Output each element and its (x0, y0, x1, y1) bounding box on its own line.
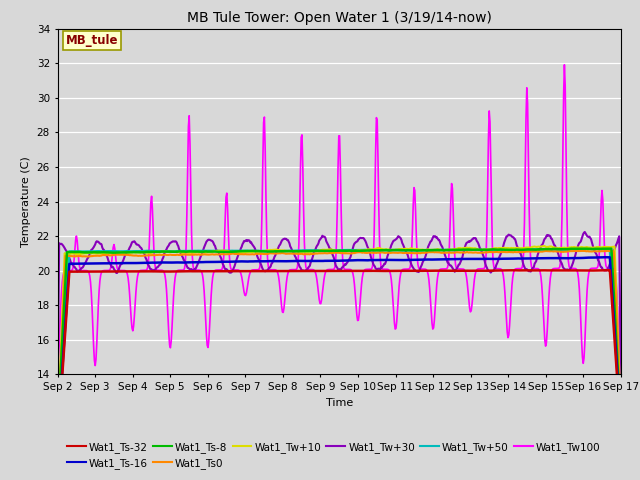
X-axis label: Time: Time (326, 397, 353, 408)
Wat1_Ts-32 (424, 268, 432, 274)
Wat1_Ts-16 (424, 257, 432, 263)
Wat1_Tw+50 (209, 248, 216, 254)
Wat1_Ts-8 (408, 248, 415, 253)
Line: Wat1_Tw+50: Wat1_Tw+50 (58, 249, 621, 434)
Wat1_Tw+10 (540, 243, 548, 249)
Line: Wat1_Ts-32: Wat1_Ts-32 (58, 270, 621, 444)
Wat1_Ts0 (408, 250, 415, 256)
Wat1_Tw+50 (64, 273, 72, 279)
Wat1_Tw100 (122, 268, 129, 274)
Wat1_Tw+10 (122, 250, 129, 255)
Wat1_Tw+30 (617, 384, 625, 390)
Wat1_Ts-32 (603, 267, 611, 273)
Wat1_Tw+30 (54, 389, 61, 395)
Wat1_Ts-8 (578, 246, 586, 252)
Wat1_Ts-8 (64, 249, 72, 255)
Wat1_Ts-32 (209, 268, 216, 274)
Wat1_Ts0 (617, 413, 625, 419)
Y-axis label: Temperature (C): Temperature (C) (21, 156, 31, 247)
Line: Wat1_Ts-8: Wat1_Ts-8 (58, 249, 621, 427)
Wat1_Tw100 (209, 275, 216, 280)
Wat1_Ts0 (209, 252, 216, 257)
Wat1_Ts-8 (122, 250, 129, 255)
Wat1_Ts0 (122, 252, 129, 258)
Line: Wat1_Tw+30: Wat1_Tw+30 (58, 232, 621, 392)
Title: MB Tule Tower: Open Water 1 (3/19/14-now): MB Tule Tower: Open Water 1 (3/19/14-now… (187, 11, 492, 25)
Wat1_Tw100 (408, 249, 415, 254)
Wat1_Ts-8 (617, 422, 625, 428)
Line: Wat1_Tw+10: Wat1_Tw+10 (58, 246, 621, 435)
Wat1_Ts0 (64, 253, 72, 259)
Wat1_Tw+10 (64, 251, 72, 257)
Wat1_Tw+50 (179, 248, 187, 254)
Wat1_Tw+10 (54, 432, 61, 438)
Wat1_Tw+50 (54, 431, 61, 437)
Wat1_Tw+10 (424, 247, 432, 252)
Wat1_Tw100 (179, 267, 187, 273)
Wat1_Tw+50 (617, 418, 625, 423)
Wat1_Tw+30 (64, 252, 72, 257)
Wat1_Ts-8 (54, 424, 61, 430)
Wat1_Ts-8 (424, 248, 432, 253)
Wat1_Tw+30 (581, 229, 589, 235)
Wat1_Ts0 (424, 250, 432, 255)
Wat1_Tw+30 (408, 262, 415, 268)
Line: Wat1_Tw100: Wat1_Tw100 (58, 65, 621, 374)
Wat1_Tw100 (54, 363, 61, 369)
Wat1_Tw+30 (209, 239, 216, 244)
Wat1_Tw+10 (617, 408, 625, 413)
Wat1_Tw+50 (424, 247, 432, 253)
Wat1_Tw+10 (209, 249, 216, 254)
Wat1_Ts-8 (179, 249, 187, 254)
Wat1_Tw+50 (122, 249, 129, 254)
Wat1_Tw+10 (179, 250, 187, 256)
Text: MB_tule: MB_tule (66, 35, 118, 48)
Wat1_Ts-16 (179, 260, 187, 265)
Wat1_Tw100 (617, 372, 625, 377)
Legend: Wat1_Ts-32, Wat1_Ts-16, Wat1_Ts-8, Wat1_Ts0, Wat1_Tw+10, Wat1_Tw+30, Wat1_Tw+50,: Wat1_Ts-32, Wat1_Ts-16, Wat1_Ts-8, Wat1_… (63, 437, 605, 473)
Wat1_Tw+50 (585, 246, 593, 252)
Wat1_Ts-32 (54, 441, 61, 447)
Wat1_Ts-32 (408, 268, 415, 274)
Wat1_Ts-16 (64, 285, 72, 290)
Wat1_Tw100 (64, 268, 72, 274)
Wat1_Tw100 (561, 62, 568, 68)
Wat1_Ts0 (54, 433, 61, 439)
Wat1_Ts-16 (122, 260, 129, 266)
Wat1_Ts-16 (54, 437, 61, 443)
Wat1_Tw100 (424, 272, 432, 277)
Wat1_Ts-16 (600, 254, 608, 260)
Wat1_Ts-32 (122, 268, 129, 274)
Line: Wat1_Ts-16: Wat1_Ts-16 (58, 257, 621, 440)
Wat1_Ts-32 (64, 292, 72, 298)
Wat1_Tw+50 (408, 247, 415, 253)
Wat1_Ts-16 (209, 259, 216, 265)
Wat1_Tw+30 (179, 255, 187, 261)
Wat1_Tw+30 (122, 251, 129, 257)
Wat1_Ts-8 (209, 249, 216, 254)
Wat1_Ts-32 (179, 268, 187, 274)
Wat1_Ts0 (179, 252, 187, 258)
Wat1_Ts-16 (617, 422, 625, 428)
Line: Wat1_Ts0: Wat1_Ts0 (58, 251, 621, 436)
Wat1_Ts-32 (617, 429, 625, 434)
Wat1_Tw+10 (408, 245, 415, 251)
Wat1_Ts0 (578, 248, 586, 254)
Wat1_Ts-16 (408, 257, 415, 263)
Wat1_Tw+30 (424, 244, 432, 250)
